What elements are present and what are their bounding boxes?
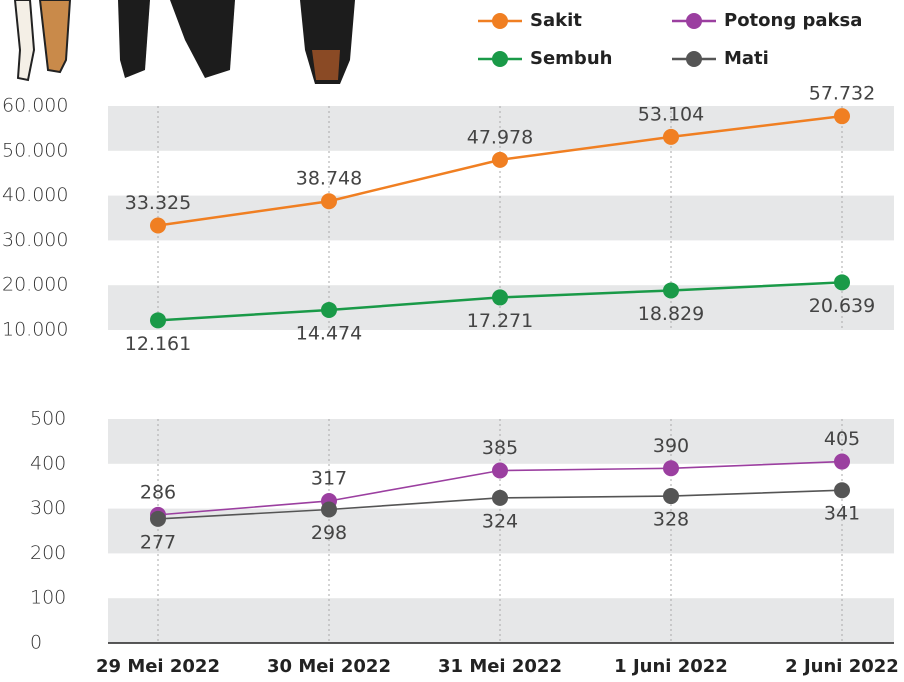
data-label: 38.748 <box>296 168 362 190</box>
x-tick-label: 2 Juni 2022 <box>785 656 899 677</box>
data-point <box>321 193 337 209</box>
y-tick-label: 20.000 <box>2 274 68 296</box>
x-tick-label: 31 Mei 2022 <box>438 656 562 677</box>
y-tick-label: 0 <box>30 632 42 654</box>
data-point <box>492 463 508 479</box>
data-point <box>492 289 508 305</box>
data-point <box>492 490 508 506</box>
data-label: 18.829 <box>638 303 704 325</box>
data-point <box>321 302 337 318</box>
data-label: 286 <box>140 481 176 503</box>
data-label: 14.474 <box>296 322 362 344</box>
legend-label: Potong paksa <box>724 10 862 31</box>
data-label: 328 <box>653 509 689 531</box>
data-point <box>150 511 166 527</box>
y-tick-label: 500 <box>30 408 66 430</box>
data-label: 33.325 <box>125 192 191 214</box>
data-point <box>663 282 679 298</box>
legend-marker <box>492 51 508 67</box>
x-tick-label: 1 Juni 2022 <box>614 656 728 677</box>
data-label: 20.639 <box>809 295 875 317</box>
cow-illustration <box>15 0 355 84</box>
x-tick-label: 30 Mei 2022 <box>267 656 391 677</box>
data-label: 277 <box>140 531 176 553</box>
grid-band <box>108 598 894 643</box>
data-label: 324 <box>482 510 518 532</box>
data-point <box>663 488 679 504</box>
data-label: 317 <box>311 467 347 489</box>
data-label: 53.104 <box>638 103 704 125</box>
data-label: 341 <box>824 503 860 525</box>
legend-label: Sakit <box>530 10 582 31</box>
data-point <box>834 454 850 470</box>
legend-label: Mati <box>724 48 769 69</box>
chart: 10.000 20.000 30.000 40.000 50.000 60.000 33.3… <box>0 0 904 682</box>
legend-label: Sembuh <box>530 48 612 69</box>
data-point <box>321 501 337 517</box>
y-tick-label: 50.000 <box>2 139 68 161</box>
y-tick-label: 40.000 <box>2 184 68 206</box>
legend-marker <box>686 51 702 67</box>
data-label: 57.732 <box>809 83 875 105</box>
y-tick-label: 300 <box>30 497 66 519</box>
x-tick-label: 29 Mei 2022 <box>96 656 220 677</box>
data-point <box>150 312 166 328</box>
data-point <box>663 460 679 476</box>
legend-marker <box>686 13 702 29</box>
y-tick-label: 200 <box>30 542 66 564</box>
grid-band <box>108 196 894 241</box>
data-point <box>150 218 166 234</box>
data-label: 385 <box>482 437 518 459</box>
data-label: 390 <box>653 435 689 457</box>
data-point <box>492 152 508 168</box>
y-tick-label: 10.000 <box>2 319 68 341</box>
y-tick-label: 400 <box>30 452 66 474</box>
y-tick-label: 30.000 <box>2 229 68 251</box>
data-label: 47.978 <box>467 126 533 148</box>
data-point <box>834 108 850 124</box>
data-label: 12.161 <box>125 333 191 355</box>
legend-marker <box>492 13 508 29</box>
data-point <box>834 482 850 498</box>
y-tick-label: 60.000 <box>2 95 68 117</box>
data-label: 17.271 <box>467 310 533 332</box>
data-point <box>834 274 850 290</box>
data-point <box>663 129 679 145</box>
y-tick-label: 100 <box>30 587 66 609</box>
data-label: 298 <box>311 522 347 544</box>
data-label: 405 <box>824 428 860 450</box>
